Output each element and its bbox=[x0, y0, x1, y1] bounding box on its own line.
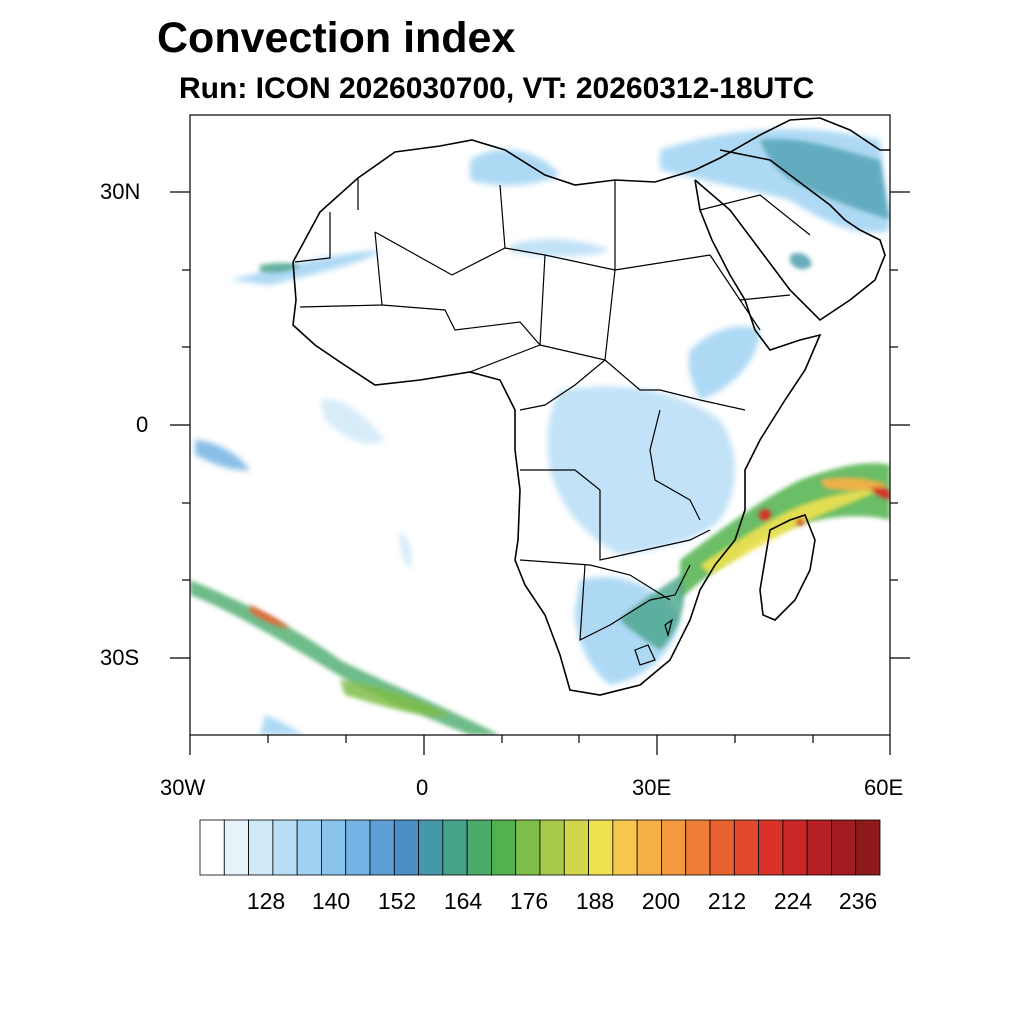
colorbar-cell bbox=[685, 819, 711, 876]
colorbar-label: 164 bbox=[443, 888, 483, 914]
colorbar-cell bbox=[369, 819, 395, 876]
colorbar-label: 188 bbox=[575, 888, 615, 914]
colorbar-cell bbox=[199, 819, 225, 876]
colorbar-cell bbox=[515, 819, 541, 876]
colorbar-cell bbox=[636, 819, 662, 876]
colorbar-cell bbox=[855, 819, 881, 876]
colorbar-cell bbox=[782, 819, 808, 876]
colorbar-label: 176 bbox=[509, 888, 549, 914]
country-borders bbox=[294, 178, 811, 666]
colorbar-label: 212 bbox=[707, 888, 747, 914]
colorbar-cell bbox=[442, 819, 468, 876]
colorbar-label: 224 bbox=[773, 888, 813, 914]
axis-ticks bbox=[170, 191, 910, 755]
convection-field-mid bbox=[190, 139, 890, 735]
convection-field-high bbox=[250, 477, 890, 628]
lon-tick-label: 30W bbox=[160, 775, 206, 800]
lat-tick-label: 0 bbox=[136, 412, 149, 437]
colorbar-label: 200 bbox=[641, 888, 681, 914]
colorbar-cell bbox=[321, 819, 347, 876]
colorbar-cell bbox=[563, 819, 589, 876]
map-subtitle: Run: ICON 2026030700, VT: 20260312-18UTC bbox=[179, 72, 815, 105]
lon-tick-label: 30E bbox=[632, 775, 672, 800]
colorbar-cell bbox=[393, 819, 419, 876]
colorbar-cell bbox=[831, 819, 857, 876]
colorbar-cell bbox=[345, 819, 371, 876]
map-title: Convection index bbox=[157, 14, 516, 62]
colorbar-cell bbox=[661, 819, 687, 876]
colorbar-cell bbox=[418, 819, 444, 876]
colorbar-cell bbox=[612, 819, 638, 876]
lat-tick-label: 30N bbox=[100, 179, 141, 204]
colorbar-cell bbox=[491, 819, 517, 876]
lon-tick-label: 0 bbox=[416, 775, 429, 800]
colorbar-cell bbox=[709, 819, 735, 876]
lat-tick-label: 30S bbox=[100, 645, 140, 670]
colorbar-cell bbox=[466, 819, 492, 876]
colorbar-cell bbox=[296, 819, 322, 876]
colorbar-cell bbox=[588, 819, 614, 876]
colorbar-cell bbox=[733, 819, 759, 876]
colorbar-cell bbox=[223, 819, 249, 876]
colorbar-cell bbox=[758, 819, 784, 876]
colorbar bbox=[199, 819, 881, 876]
colorbar-cell bbox=[272, 819, 298, 876]
colorbar-cell bbox=[539, 819, 565, 876]
colorbar-cell bbox=[806, 819, 832, 876]
colorbar-cell bbox=[248, 819, 274, 876]
colorbar-label: 140 bbox=[311, 888, 351, 914]
lon-tick-label: 60E bbox=[864, 775, 904, 800]
colorbar-label: 236 bbox=[838, 888, 878, 914]
colorbar-label: 152 bbox=[377, 888, 417, 914]
colorbar-label: 128 bbox=[246, 888, 286, 914]
